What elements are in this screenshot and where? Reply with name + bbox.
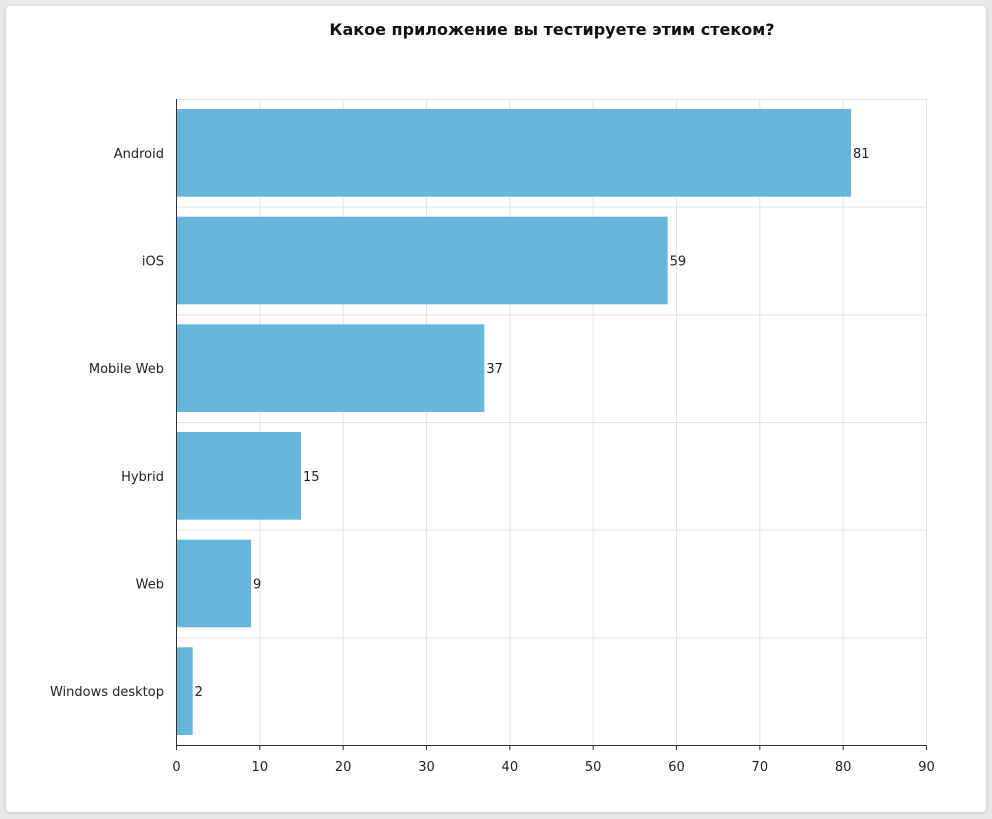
chart-title: Какое приложение вы тестируете этим стек… [329,20,775,39]
data-label: 59 [670,255,687,270]
bar[interactable] [176,109,851,197]
labels: 0 10 20 30 40 50 60 70 80 90 Android 81 iOS 59 Mobile … [50,147,935,775]
grid [176,99,927,746]
data-label: 15 [303,470,320,485]
data-label: 2 [195,685,203,700]
x-tick-label: 10 [252,760,269,775]
category-label: iOS [142,255,164,270]
data-label: 81 [853,147,870,162]
x-tick-label: 50 [585,760,602,775]
data-label: 37 [486,362,503,377]
x-tick-label: 80 [835,760,852,775]
bars [176,109,851,735]
category-label: Windows desktop [50,685,164,700]
category-label: Android [114,147,164,162]
bar[interactable] [176,324,485,412]
bar[interactable] [176,432,301,520]
x-tick-label: 60 [668,760,685,775]
axes [176,99,927,750]
bar[interactable] [176,539,251,628]
category-label: Hybrid [121,470,164,485]
data-label: 9 [253,578,261,593]
x-tick-label: 30 [418,760,435,775]
x-tick-label: 70 [752,760,769,775]
bar[interactable] [176,216,668,305]
x-tick-label: 40 [502,760,519,775]
category-label: Web [136,578,164,593]
x-tick-label: 0 [172,760,180,775]
category-label: Mobile Web [89,362,164,377]
bar[interactable] [176,647,193,735]
x-tick-label: 20 [335,760,352,775]
x-tick-label: 90 [918,760,935,775]
